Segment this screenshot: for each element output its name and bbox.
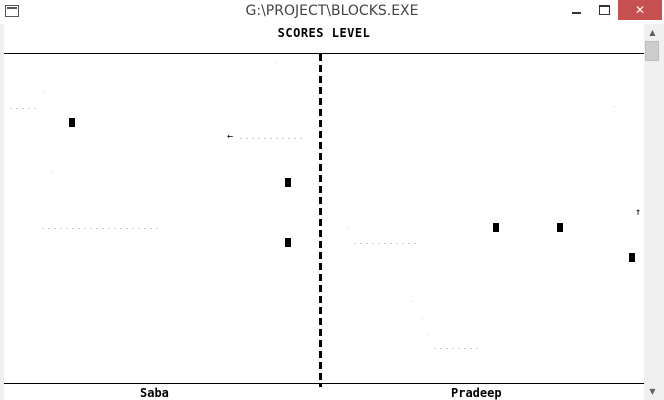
- block: [629, 253, 635, 262]
- bottom-border-line: [4, 383, 644, 384]
- up-arrow-icon: ↑: [635, 207, 642, 218]
- trail-dot: [412, 301, 413, 302]
- block: [557, 223, 563, 232]
- block: [69, 118, 75, 127]
- block-trail: [354, 243, 416, 244]
- trail-dot: [422, 318, 423, 319]
- block-trail: [434, 348, 480, 349]
- window-title: G:\PROJECT\BLOCKS.EXE: [245, 3, 419, 19]
- trail-dot: [348, 228, 349, 229]
- block: [285, 238, 291, 247]
- close-icon: ✕: [634, 3, 646, 17]
- block-trail: [10, 108, 40, 109]
- block: [493, 223, 499, 232]
- console-area: SCORES LEVEL ← Saba ↑ Pradeep: [4, 24, 644, 400]
- scores-level-header: SCORES LEVEL: [277, 26, 371, 40]
- trail-dot: [44, 92, 45, 93]
- top-border-line: [4, 53, 644, 54]
- left-arrow-icon: ←: [227, 131, 234, 142]
- scroll-up-button[interactable]: ▲: [644, 24, 661, 41]
- chevron-up-icon: ▲: [649, 28, 656, 37]
- player-right-name: Pradeep: [451, 386, 502, 400]
- window-frame-right: [661, 24, 664, 400]
- maximize-button[interactable]: [590, 0, 618, 20]
- trail-dot: [52, 172, 53, 173]
- block-trail: [240, 138, 302, 139]
- minimize-icon: [571, 12, 581, 14]
- trail-dot: [276, 62, 277, 63]
- title-bar[interactable]: G:\PROJECT\BLOCKS.EXE ✕: [0, 0, 664, 24]
- scroll-down-button[interactable]: ▼: [644, 383, 661, 400]
- trail-dot: [428, 334, 429, 335]
- block: [285, 178, 291, 187]
- center-divider: [319, 54, 322, 387]
- app-icon[interactable]: [5, 5, 19, 17]
- scroll-thumb[interactable]: [645, 41, 659, 61]
- close-button[interactable]: ✕: [618, 0, 662, 20]
- player-left-name: Saba: [140, 386, 169, 400]
- vertical-scrollbar[interactable]: ▲ ▼: [644, 24, 661, 400]
- block-trail: [42, 228, 160, 229]
- trail-dot: [614, 106, 615, 107]
- chevron-down-icon: ▼: [649, 387, 656, 396]
- maximize-icon: [598, 5, 610, 15]
- minimize-button[interactable]: [562, 0, 590, 20]
